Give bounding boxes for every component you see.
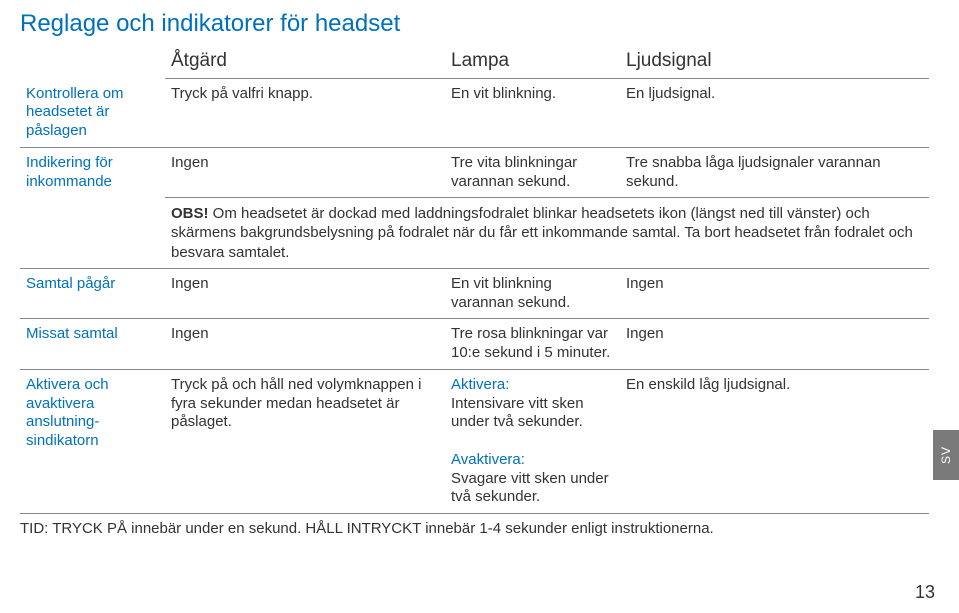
language-tab: SV <box>933 430 959 480</box>
cell-sound: Ingen <box>620 319 929 370</box>
row-label: Aktivera och avaktivera anslutning-sindi… <box>20 369 165 513</box>
page-title: Reglage och indikatorer för headset <box>20 10 929 38</box>
note-bold: OBS! <box>171 205 209 222</box>
lamp-deactivate-text: Svagare vitt sken under två sekunder. <box>451 470 609 506</box>
cell-action: Ingen <box>165 268 445 319</box>
cell-lamp: Tre rosa blinkningar var 10:e sekund i 5… <box>445 319 620 370</box>
cell-sound: En ljudsignal. <box>620 79 929 148</box>
row-label: Missat samtal <box>20 319 165 370</box>
cell-sound: Ingen <box>620 268 929 319</box>
page-number: 13 <box>915 582 935 603</box>
row-label: Samtal pågår <box>20 268 165 319</box>
cell-action: Tryck på och håll ned volymknappen i fyr… <box>165 369 445 513</box>
row-label: Indikering för inkommande <box>20 147 165 268</box>
cell-sound: En enskild låg ljudsignal. <box>620 369 929 513</box>
table-header-row: Åtgärd Lampa Ljudsignal <box>20 46 929 79</box>
table-row: Aktivera och avaktivera anslutning-sindi… <box>20 369 929 513</box>
cell-lamp: Aktivera: Intensivare vitt sken under tv… <box>445 369 620 513</box>
language-tab-label: SV <box>939 446 953 464</box>
col-header-blank <box>20 46 165 79</box>
table-row: Samtal pågår Ingen En vit blinkning vara… <box>20 268 929 319</box>
table-row: Missat samtal Ingen Tre rosa blinkningar… <box>20 319 929 370</box>
lamp-activate-text: Intensivare vitt sken under två sekunder… <box>451 395 584 431</box>
lamp-deactivate-title: Avaktivera: <box>451 451 525 468</box>
row-label: Kontrollera om headsetet är påslagen <box>20 79 165 148</box>
note-text: Om headsetet är dockad med laddningsfodr… <box>171 205 913 260</box>
indicator-table: Åtgärd Lampa Ljudsignal Kontrollera om h… <box>20 46 929 514</box>
cell-action: Ingen <box>165 319 445 370</box>
cell-lamp: Tre vita blinkningar varannan sekund. <box>445 147 620 198</box>
cell-lamp: En vit blinkning. <box>445 79 620 148</box>
cell-action: Tryck på valfri knapp. <box>165 79 445 148</box>
col-header-lamp: Lampa <box>445 46 620 79</box>
col-header-sound: Ljudsignal <box>620 46 929 79</box>
lamp-activate-title: Aktivera: <box>451 376 509 393</box>
table-row: Indikering för inkommande Ingen Tre vita… <box>20 147 929 198</box>
table-row: Kontrollera om headsetet är påslagen Try… <box>20 79 929 148</box>
cell-action: Ingen <box>165 147 445 198</box>
cell-sound: Tre snabba låga ljudsignaler varannan se… <box>620 147 929 198</box>
col-header-action: Åtgärd <box>165 46 445 79</box>
note-cell: OBS! Om headsetet är dockad med laddning… <box>165 198 929 269</box>
footer-note: TID: TRYCK PÅ innebär under en sekund. H… <box>20 514 929 537</box>
cell-lamp: En vit blinkning varannan sekund. <box>445 268 620 319</box>
